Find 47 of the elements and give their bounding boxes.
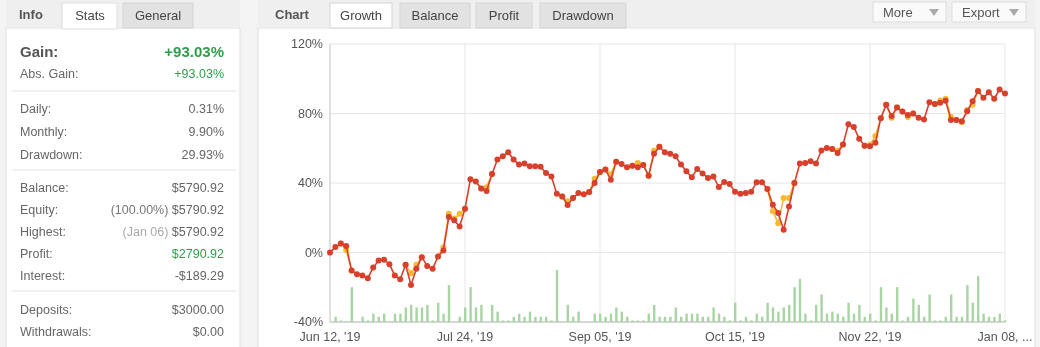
y-tick-label: 80% (297, 106, 323, 121)
text: $5790.92 (168, 225, 225, 239)
text: $3000.00 (171, 303, 225, 317)
text: $5790.92 (171, 181, 225, 195)
text: $5790.92 (168, 203, 225, 217)
y-tick-label: 0% (304, 245, 323, 260)
text: Profit: (20, 247, 53, 261)
text: Abs. Gain: (20, 67, 79, 81)
text: Monthly: (20, 125, 68, 139)
text: Deposits: (20, 303, 73, 317)
text: $0.00 (192, 325, 225, 339)
text: (100.00%) (110, 203, 169, 217)
text: Growth (340, 8, 382, 23)
text: Equity: (20, 203, 59, 217)
text: 9.90% (188, 125, 224, 139)
x-tick-label: Jul 24, '19 (436, 330, 494, 344)
x-tick-label: Jun 12, '19 (299, 330, 361, 344)
text: Interest: (20, 269, 66, 283)
text: General (134, 8, 182, 23)
text: +93.03% (174, 67, 224, 81)
text: More (883, 5, 913, 20)
text: Balance (411, 8, 459, 23)
x-tick-label: Jan 08, ... (977, 330, 1033, 344)
text: 29.93% (181, 148, 224, 162)
text: -$189.29 (174, 269, 225, 283)
text: Daily: (20, 102, 52, 116)
y-tick-label: 120% (291, 37, 323, 52)
text: Stats (75, 8, 106, 23)
y-tick-label: -40% (293, 315, 323, 330)
text: Gain: (20, 43, 59, 60)
text: Export (962, 5, 1000, 20)
text: Highest: (20, 225, 66, 239)
y-tick-label: 40% (297, 176, 323, 191)
text: Balance: (20, 181, 69, 195)
text: Profit (488, 8, 520, 23)
text: Drawdown: (20, 148, 83, 162)
text: 0.31% (188, 102, 224, 116)
text: (Jan 06) (122, 225, 169, 239)
x-tick-label: Nov 22, '19 (838, 330, 902, 344)
text: Withdrawals: (20, 325, 92, 339)
text: Drawdown (552, 8, 614, 23)
text: Chart (275, 7, 310, 22)
x-tick-label: Oct 15, '19 (704, 330, 766, 344)
text: $2790.92 (171, 247, 225, 261)
text: Info (19, 7, 43, 22)
x-tick-label: Sep 05, '19 (568, 330, 632, 344)
text: +93.03% (164, 43, 224, 60)
